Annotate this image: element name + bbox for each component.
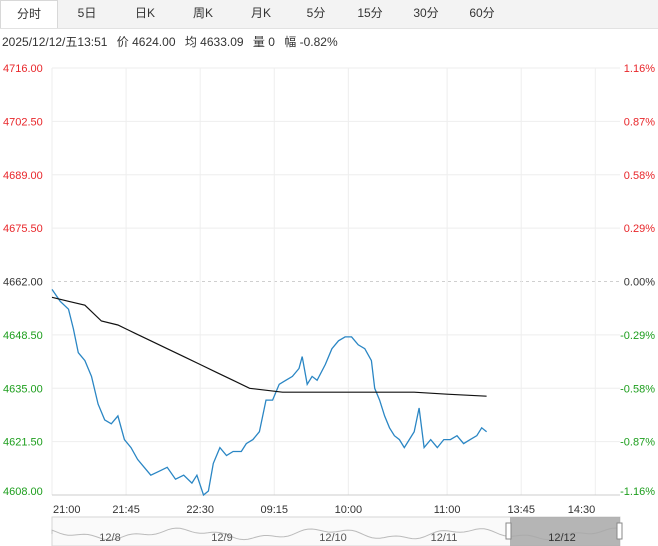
y-tick-label: 4621.50 — [3, 437, 43, 449]
quote-price: 价 4624.00 — [116, 35, 176, 49]
y-tick-label: 4648.50 — [3, 330, 43, 342]
price-line — [51, 289, 488, 497]
navigator-label: 12/12 — [548, 532, 576, 544]
period-tabs: 分时 5日 日K 周K 月K 5分 15分 30分 60分 — [0, 0, 658, 29]
tab-3[interactable]: 周K — [192, 6, 213, 20]
tab-7[interactable]: 30分 — [413, 6, 439, 20]
x-tick-label: 10:00 — [335, 504, 363, 516]
y-tick-label: 4716.00 — [3, 63, 43, 75]
x-tick-label: 14:30 — [568, 504, 596, 516]
pct-tick-label: -0.58% — [620, 383, 655, 395]
y-tick-label: 4702.50 — [3, 116, 43, 128]
x-tick-label: 21:00 — [53, 504, 81, 516]
y-tick-label: 4662.00 — [3, 277, 43, 289]
navigator-label: 12/11 — [431, 532, 458, 544]
quote-datetime: 2025/12/12/五13:51 — [2, 35, 108, 49]
quote-avg: 均 4633.09 — [184, 35, 244, 49]
tab-6[interactable]: 15分 — [357, 6, 383, 20]
tab-0[interactable]: 分时 — [0, 0, 58, 28]
tab-8[interactable]: 60分 — [469, 6, 495, 20]
pct-tick-label: 0.58% — [624, 170, 655, 182]
y-tick-label: 4689.00 — [3, 170, 43, 182]
navigator-handle-left — [505, 522, 512, 540]
navigator-label: 12/8 — [99, 532, 120, 544]
x-tick-label: 09:15 — [260, 504, 288, 516]
pct-tick-label: 0.87% — [624, 116, 655, 128]
x-tick-label: 21:45 — [112, 504, 140, 516]
y-tick-label: 4635.00 — [3, 383, 43, 395]
pct-tick-label: -1.16% — [620, 486, 655, 498]
quote-volume: 量 0 — [252, 35, 275, 49]
pct-tick-label: -0.29% — [620, 330, 655, 342]
navigator-handle-right — [616, 522, 623, 540]
tab-1[interactable]: 5日 — [77, 6, 97, 20]
avg-line — [51, 296, 487, 397]
quote-info-bar: 2025/12/12/五13:51 价 4624.00 均 4633.09 量 … — [2, 33, 344, 50]
y-tick-label: 4608.00 — [3, 486, 43, 498]
x-tick-label: 22:30 — [186, 504, 214, 516]
tab-4[interactable]: 月K — [250, 6, 271, 20]
pct-tick-label: -0.87% — [620, 437, 655, 449]
navigator-label: 12/10 — [319, 532, 347, 544]
x-tick-label: 13:45 — [507, 504, 535, 516]
pct-tick-label: 0.00% — [624, 277, 655, 289]
navigator-selection — [510, 517, 620, 546]
navigator-label: 12/9 — [211, 532, 232, 544]
x-tick-label: 11:00 — [434, 504, 461, 516]
pct-tick-label: 0.29% — [624, 223, 655, 235]
y-tick-label: 4675.50 — [3, 223, 43, 235]
quote-change: 幅 -0.82% — [284, 35, 338, 49]
tab-5[interactable]: 5分 — [306, 6, 326, 20]
pct-tick-label: 1.16% — [624, 63, 655, 75]
tab-2[interactable]: 日K — [134, 6, 155, 20]
